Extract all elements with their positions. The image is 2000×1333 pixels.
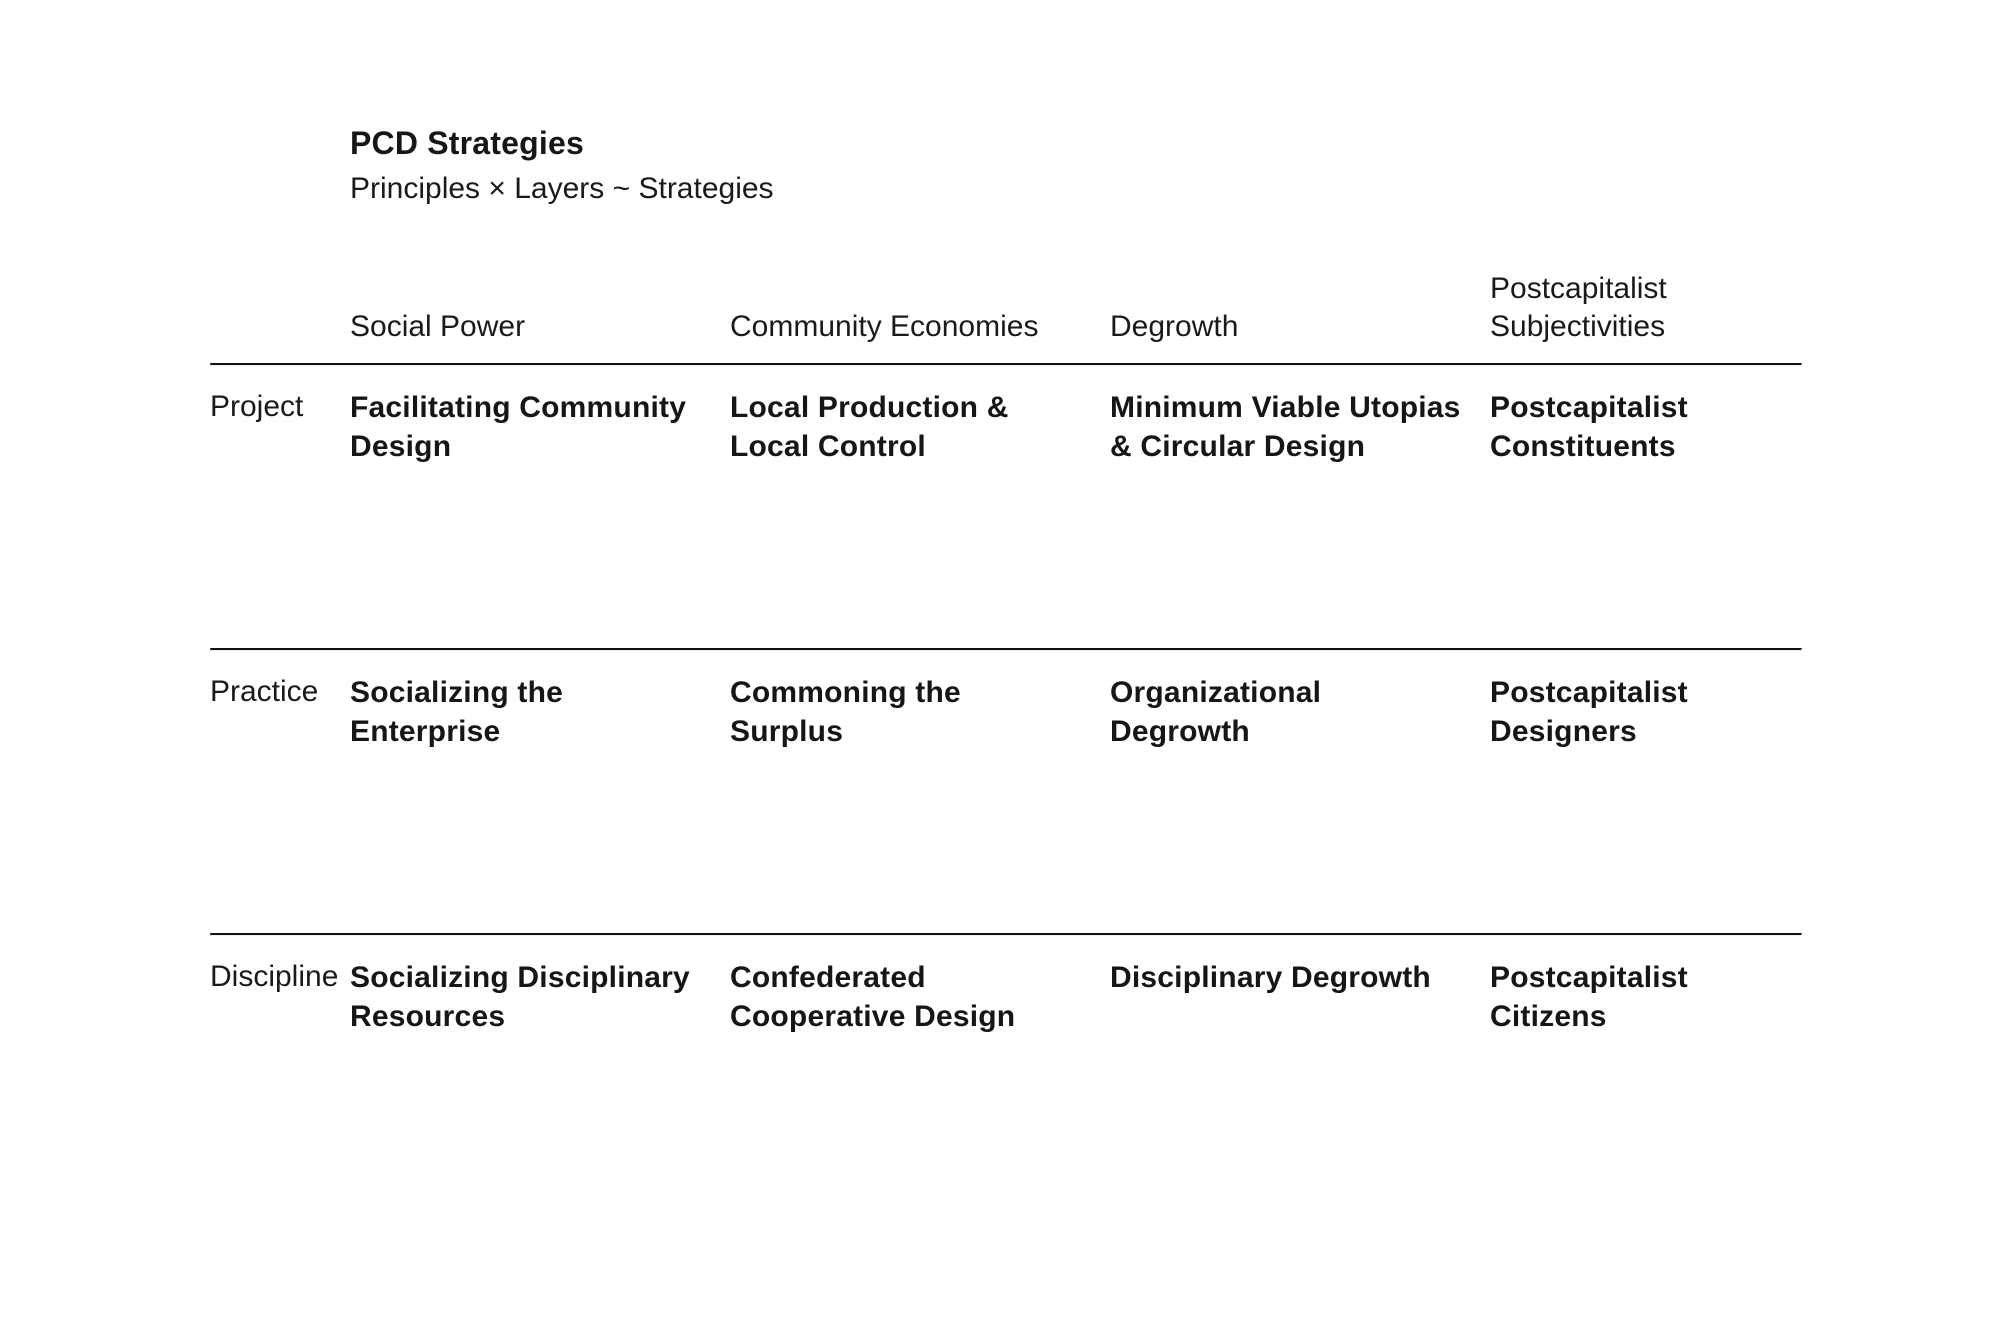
- table-cell: Commoning the Surplus: [730, 673, 1110, 751]
- column-header: Social Power: [350, 308, 730, 346]
- column-header: Degrowth: [1110, 308, 1490, 346]
- row-label: Project: [210, 388, 350, 424]
- table-cell: Postcapitalist Citizens: [1490, 958, 1800, 1036]
- table-cell: Confederated Cooperative Design: [730, 958, 1110, 1036]
- table-cell: Facilitating Community Design: [350, 388, 730, 466]
- table-cell: Postcapitalist Designers: [1490, 673, 1800, 751]
- table-cell: Local Production & Local Control: [730, 388, 1110, 466]
- column-header: Community Economies: [730, 308, 1110, 346]
- row-label: Practice: [210, 673, 350, 709]
- row-label: Discipline: [210, 958, 350, 994]
- table-header-row: Social Power Community Economies Degrowt…: [210, 270, 1800, 363]
- table-cell: Minimum Viable Utopias & Circular Design: [1110, 388, 1490, 466]
- header-block: PCD Strategies Principles × Layers ~ Str…: [350, 125, 774, 206]
- table-row: Discipline Socializing Disciplinary Reso…: [210, 936, 1800, 1218]
- table-cell: Socializing the Enterprise: [350, 673, 730, 751]
- column-header: Postcapitalist Subjectivities: [1490, 270, 1800, 345]
- table-cell: Disciplinary Degrowth: [1110, 958, 1490, 997]
- table-cell: Socializing Disciplinary Resources: [350, 958, 730, 1036]
- page: PCD Strategies Principles × Layers ~ Str…: [0, 0, 2000, 1333]
- table-row: Project Facilitating Community Design Lo…: [210, 366, 1800, 648]
- page-subtitle: Principles × Layers ~ Strategies: [350, 172, 774, 206]
- table-cell: Postcapitalist Constituents: [1490, 388, 1800, 466]
- table-row: Practice Socializing the Enterprise Comm…: [210, 651, 1800, 933]
- strategies-table: Social Power Community Economies Degrowt…: [210, 270, 1800, 1218]
- table-cell: Organizational Degrowth: [1110, 673, 1490, 751]
- page-title: PCD Strategies: [350, 125, 774, 162]
